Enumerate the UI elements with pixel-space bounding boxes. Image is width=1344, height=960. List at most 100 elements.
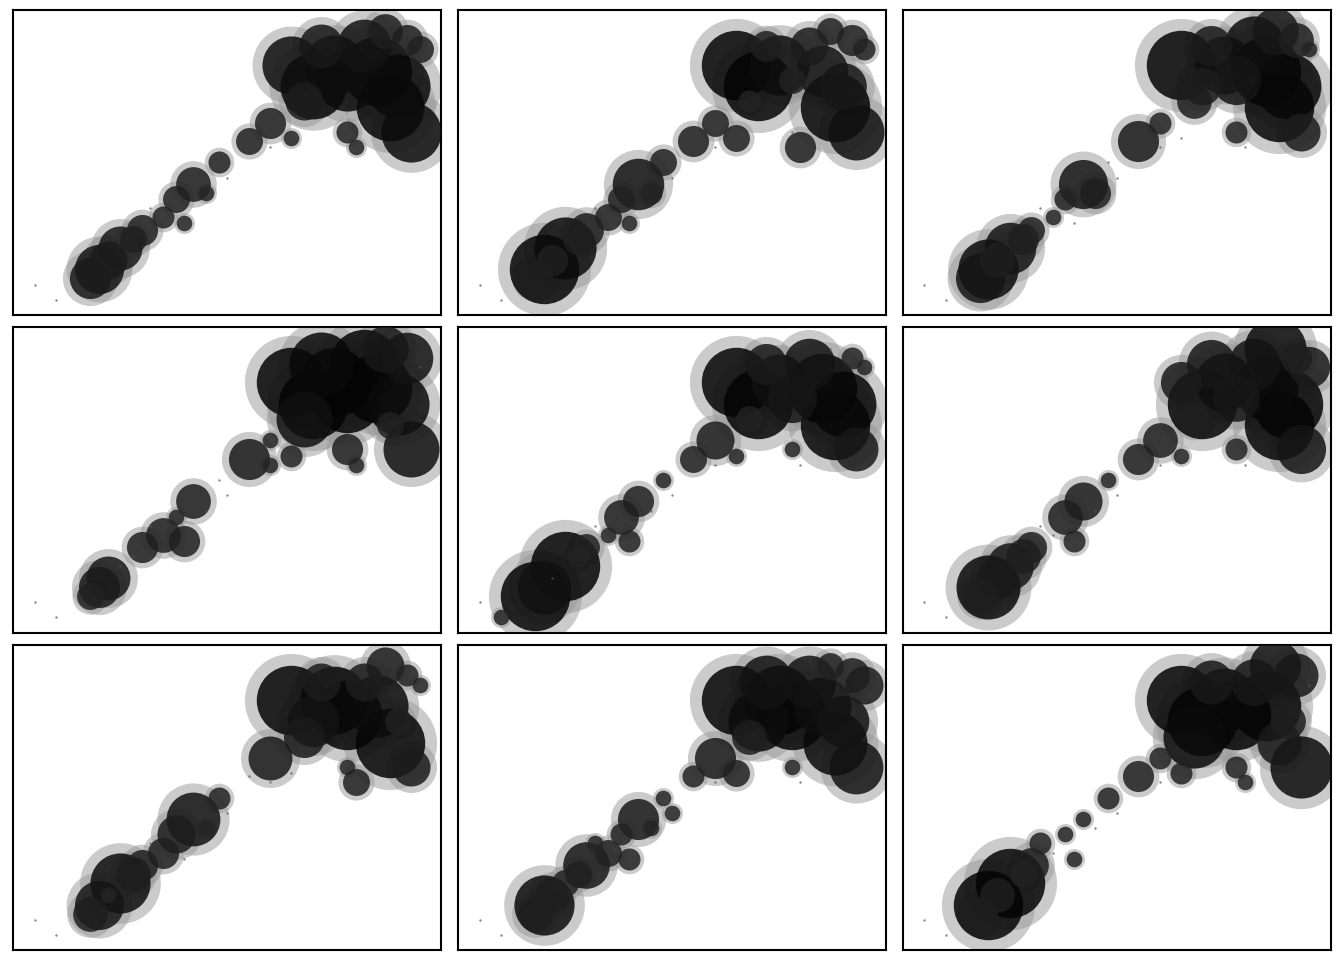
Point — [122, 549, 144, 564]
Point — [1149, 115, 1171, 131]
Point — [353, 38, 375, 54]
Point — [747, 713, 769, 729]
Point — [310, 674, 332, 689]
Point — [820, 23, 841, 38]
Point — [379, 418, 401, 433]
Point — [977, 579, 999, 594]
Point — [534, 897, 555, 912]
Point — [769, 692, 790, 708]
Point — [683, 451, 704, 467]
Point — [824, 735, 845, 751]
Point — [969, 271, 991, 286]
Point — [769, 57, 790, 72]
Point — [24, 276, 46, 292]
Point — [302, 713, 324, 729]
Point — [345, 139, 367, 155]
Point — [653, 790, 675, 805]
Point — [653, 155, 675, 170]
Point — [1012, 231, 1034, 247]
Point — [1255, 381, 1277, 396]
Point — [977, 579, 999, 594]
Point — [1171, 374, 1192, 390]
Point — [640, 821, 661, 836]
Point — [401, 124, 422, 139]
Point — [1277, 713, 1298, 729]
Point — [281, 448, 302, 464]
Point — [726, 374, 747, 390]
Point — [310, 356, 332, 372]
Point — [1226, 759, 1247, 775]
Point — [281, 448, 302, 464]
Point — [738, 93, 759, 108]
Point — [810, 698, 832, 713]
Point — [387, 79, 409, 94]
Point — [542, 252, 563, 268]
Point — [1277, 79, 1298, 94]
Point — [259, 115, 281, 131]
Point — [845, 442, 867, 457]
Point — [324, 374, 345, 390]
Point — [1063, 216, 1085, 231]
Point — [79, 906, 101, 922]
Point — [46, 610, 67, 625]
Point — [853, 677, 875, 692]
Point — [46, 292, 67, 307]
Point — [259, 115, 281, 131]
Point — [1255, 698, 1277, 713]
Point — [183, 811, 204, 827]
Point — [281, 131, 302, 146]
Point — [1234, 775, 1255, 790]
Point — [79, 588, 101, 604]
Point — [789, 775, 810, 790]
Point — [89, 579, 110, 594]
Point — [853, 359, 875, 374]
Point — [661, 805, 683, 821]
Point — [259, 751, 281, 766]
Point — [628, 176, 649, 191]
Point — [1277, 396, 1298, 411]
Point — [747, 79, 769, 94]
Point — [1106, 805, 1128, 821]
Point — [1226, 124, 1247, 139]
Point — [1243, 356, 1265, 372]
Point — [683, 133, 704, 149]
Point — [832, 396, 853, 411]
Point — [216, 805, 238, 821]
Point — [1290, 759, 1312, 775]
Point — [1212, 692, 1234, 708]
Point — [1192, 713, 1214, 729]
Point — [122, 231, 144, 247]
Point — [542, 888, 563, 903]
Point — [824, 100, 845, 115]
Point — [387, 713, 409, 729]
Point — [281, 374, 302, 390]
Point — [1277, 396, 1298, 411]
Point — [977, 897, 999, 912]
Point — [183, 493, 204, 509]
Point — [1183, 411, 1204, 426]
Point — [704, 751, 726, 766]
Point — [798, 674, 820, 689]
Point — [1286, 668, 1308, 684]
Point — [781, 708, 802, 723]
Point — [524, 906, 546, 922]
Point — [379, 735, 401, 751]
Point — [293, 729, 314, 744]
Point — [366, 698, 387, 713]
Point — [97, 888, 118, 903]
Point — [1063, 534, 1085, 549]
Point — [1098, 790, 1120, 805]
Point — [999, 876, 1020, 891]
Point — [89, 897, 110, 912]
Point — [986, 252, 1008, 268]
Point — [1012, 866, 1034, 881]
Point — [1042, 209, 1063, 225]
Point — [110, 240, 132, 255]
Point — [726, 765, 747, 780]
Point — [914, 594, 935, 610]
Point — [1200, 38, 1222, 54]
Point — [810, 63, 832, 79]
Point — [567, 549, 589, 564]
Point — [554, 240, 575, 255]
Point — [1298, 41, 1320, 57]
